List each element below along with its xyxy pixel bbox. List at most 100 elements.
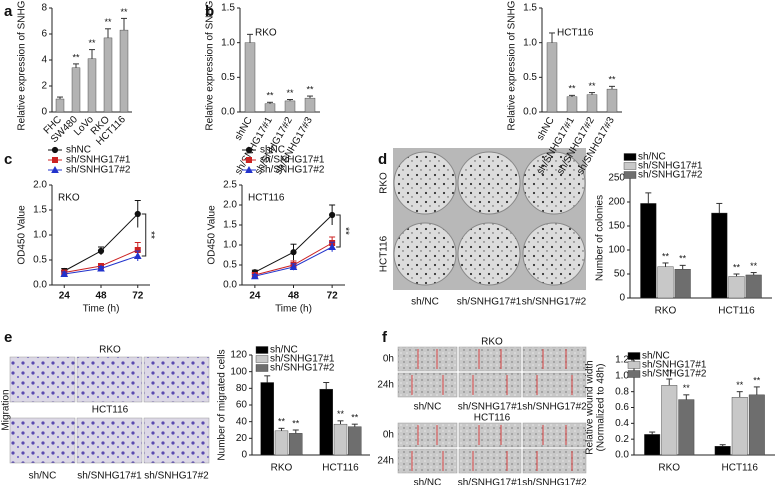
- column-label: sh/SNHG17#1: [457, 297, 522, 308]
- bar: [244, 42, 256, 113]
- x-tick-label: 48: [288, 291, 300, 302]
- line: [64, 213, 139, 272]
- legend-swatch: [627, 352, 641, 360]
- x-tick-label: 24: [249, 291, 261, 302]
- y-tick-label: 0.0: [523, 107, 537, 118]
- y-tick-label: 1.5: [223, 220, 237, 231]
- y-tick-label: 1.5: [523, 3, 537, 14]
- bar: [284, 100, 296, 113]
- x-tick-label: 72: [132, 291, 144, 302]
- dish: [457, 151, 521, 215]
- legend-label: sh/SNHG17#1: [642, 360, 707, 371]
- image: [522, 372, 587, 398]
- x-tick-label: HCT116: [722, 463, 759, 474]
- y-tick-label: 100: [230, 366, 247, 377]
- y-axis-label: OD450 Value: [17, 205, 28, 265]
- significance: **: [72, 52, 80, 62]
- y-tick-label: 0.0: [221, 107, 235, 118]
- significance: **: [292, 418, 300, 428]
- x-tick-label: HCT116: [718, 306, 755, 317]
- image: [76, 417, 143, 464]
- significance: **: [679, 254, 687, 264]
- point: [251, 272, 259, 280]
- y-tick-label: 0: [41, 107, 47, 118]
- panel-letter: e: [4, 329, 12, 346]
- dish: [393, 151, 457, 215]
- significance: **: [683, 383, 691, 393]
- bar: [71, 67, 81, 113]
- point: [51, 165, 59, 173]
- legend-swatch: [255, 355, 269, 363]
- column-label: sh/NC: [414, 402, 442, 413]
- point: [97, 247, 105, 255]
- y-tick-label: 1.0: [223, 240, 237, 251]
- significance: **: [88, 38, 96, 48]
- bar: [264, 103, 276, 113]
- panel-letter: c: [4, 151, 12, 168]
- bar: [640, 203, 657, 299]
- row-label: 24h: [377, 380, 394, 391]
- point: [51, 146, 59, 154]
- x-tick-label: RKO: [271, 463, 293, 474]
- legend-label: sh/NC: [642, 351, 670, 362]
- image: [458, 422, 522, 448]
- bar: [657, 266, 674, 299]
- y-axis-label: OD450 Value: [207, 205, 218, 265]
- legend-label: sh/SNHG17#2: [642, 369, 707, 380]
- dish: [457, 222, 521, 286]
- row-label: RKO: [379, 172, 390, 194]
- y-tick-label: 4: [41, 55, 47, 66]
- image: [458, 372, 522, 398]
- y-tick-label: 0.5: [223, 260, 237, 271]
- point: [134, 210, 141, 218]
- y-axis-label: Number of colonies: [595, 195, 606, 281]
- y-tick-label: 1.5: [33, 205, 47, 216]
- panel-letter: f: [382, 329, 388, 346]
- y-tick-label: 0.0: [223, 280, 237, 291]
- y-axis-label: Relative expression of SNHG17: [17, 0, 28, 131]
- y-tick-label: 1.2: [615, 355, 629, 366]
- y-tick-label: 40: [236, 416, 248, 427]
- legend-swatch: [627, 370, 641, 378]
- x-tick-label: RKO: [658, 463, 680, 474]
- y-tick-label: 50: [614, 269, 626, 280]
- bar: [319, 388, 333, 456]
- column-label: sh/NC: [29, 471, 57, 482]
- column-label: sh/NC: [414, 478, 442, 485]
- x-axis-label: Time (h): [83, 304, 120, 315]
- significance: **: [608, 75, 616, 85]
- image: [397, 346, 458, 372]
- column-label: sh/SNHG17#2: [522, 297, 587, 308]
- x-tick-label: 72: [327, 291, 339, 302]
- column-label: sh/NC: [411, 297, 439, 308]
- panel-letter: b: [205, 3, 214, 20]
- y-axis-label: Relative expression of SNHG17: [205, 0, 216, 131]
- row-label: 0h: [383, 430, 394, 441]
- y-tick-label: 0.6: [615, 402, 629, 413]
- y-tick-label: 0: [619, 293, 625, 304]
- bar: [661, 385, 678, 456]
- y-tick-label: 0.4: [615, 418, 629, 429]
- significance: **: [266, 91, 274, 101]
- image: [9, 356, 76, 403]
- y-tick-label: 80: [236, 383, 248, 394]
- y-tick-label: 2.0: [223, 200, 237, 211]
- legend-label: shNC: [260, 145, 285, 156]
- y-axis-label: Number of migrated cells: [217, 349, 228, 460]
- y-tick-label: 1.5: [221, 3, 235, 14]
- y-tick-label: 2: [41, 81, 47, 92]
- image: [397, 448, 458, 474]
- legend-label: shNC: [66, 145, 91, 156]
- legend-swatch: [623, 153, 637, 161]
- legend-label: sh/SNHG17#1: [66, 155, 131, 166]
- y-tick-label: 1.0: [33, 230, 47, 241]
- legend-label: sh/SNHG17#1: [270, 354, 335, 365]
- image: [522, 346, 587, 372]
- legend-label: sh/SNHG17#2: [270, 363, 335, 374]
- bar: [289, 433, 303, 456]
- bar: [304, 97, 316, 113]
- significance: **: [666, 367, 674, 377]
- image: [143, 356, 210, 403]
- bar: [748, 394, 765, 456]
